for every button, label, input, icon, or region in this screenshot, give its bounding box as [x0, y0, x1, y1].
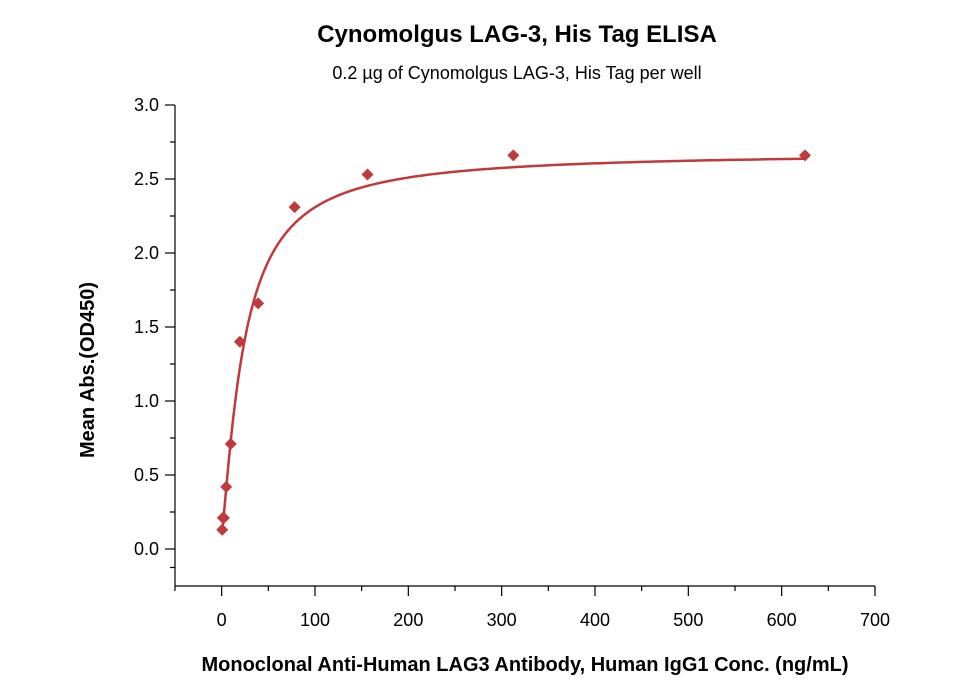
data-point	[217, 511, 230, 524]
y-tick-label: 0.0	[134, 539, 159, 559]
data-point	[252, 297, 265, 310]
y-tick-label: 2.0	[134, 243, 159, 263]
y-tick-label: 1.0	[134, 391, 159, 411]
data-point	[224, 437, 237, 450]
x-tick-label: 600	[767, 610, 797, 630]
y-tick-label: 1.5	[134, 317, 159, 337]
data-point	[233, 335, 246, 348]
y-tick-label: 2.5	[134, 169, 159, 189]
chart-subtitle: 0.2 µg of Cynomolgus LAG-3, His Tag per …	[332, 63, 701, 83]
y-tick-label: 3.0	[134, 95, 159, 115]
data-point	[799, 149, 811, 162]
x-tick-label: 700	[860, 610, 890, 630]
x-axis-ticks: 0 100 200 300 400 500 600 700	[174, 586, 890, 630]
x-tick-label: 100	[300, 610, 330, 630]
x-tick-label: 0	[217, 610, 227, 630]
chart-title: Cynomolgus LAG-3, His Tag ELISA	[317, 21, 717, 48]
plot-area: 0.0 0.5 1.0 1.5 2.0 2.5 3.0 0 100 200 300 400 500 60…	[134, 95, 890, 630]
fit-curve-line	[220, 157, 806, 531]
data-points	[216, 149, 811, 536]
y-axis-ticks: 0.0 0.5 1.0 1.5 2.0 2.5 3.0	[134, 95, 175, 569]
y-tick-label: 0.5	[134, 465, 159, 485]
y-axis-label: Mean Abs.(OD450)	[77, 282, 99, 458]
data-point	[216, 523, 229, 536]
data-point	[507, 149, 520, 162]
x-tick-label: 300	[487, 610, 517, 630]
data-point	[220, 480, 233, 493]
data-point	[361, 168, 374, 181]
x-tick-label: 400	[580, 610, 610, 630]
x-tick-label: 500	[673, 610, 703, 630]
data-point	[288, 201, 301, 214]
x-tick-label: 200	[393, 610, 423, 630]
x-axis-label: Monoclonal Anti-Human LAG3 Antibody, Hum…	[201, 654, 848, 676]
